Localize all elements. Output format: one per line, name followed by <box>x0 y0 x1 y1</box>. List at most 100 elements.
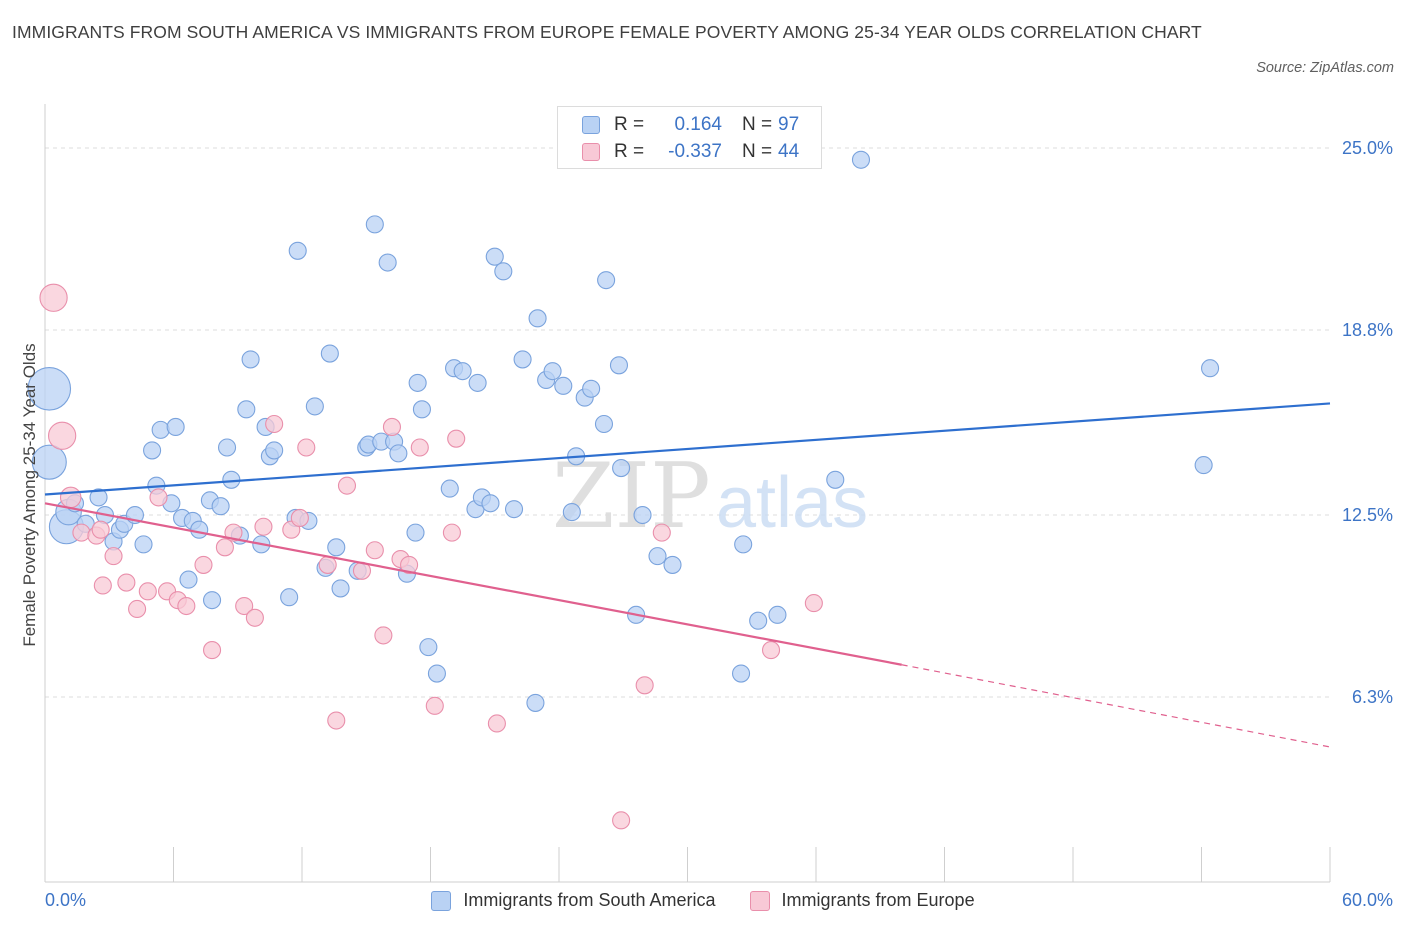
data-point <box>526 693 545 712</box>
data-point <box>804 594 823 613</box>
data-point <box>280 588 299 607</box>
data-point <box>609 356 629 375</box>
legend-n-value: 44 <box>778 141 800 162</box>
data-point <box>543 362 562 381</box>
data-point <box>89 488 108 507</box>
data-point <box>39 283 68 312</box>
data-point <box>447 429 466 448</box>
y-axis-label: Female Poverty Among 25-34 Year Olds <box>20 343 39 647</box>
data-point <box>47 421 77 450</box>
data-point <box>427 664 446 683</box>
x-tick-label-min: 0.0% <box>45 890 87 910</box>
data-point <box>597 271 616 290</box>
data-point <box>194 555 213 574</box>
data-point <box>265 441 284 460</box>
legend-n-label: N = <box>742 141 773 162</box>
data-point <box>241 350 260 369</box>
data-point <box>582 379 601 398</box>
data-point <box>245 608 264 627</box>
data-point <box>425 696 444 715</box>
legend-r-value: 0.164 <box>674 114 722 135</box>
legend-item-europe: Immigrants from Europe <box>749 890 975 911</box>
data-point <box>412 400 431 419</box>
legend-swatch-blue <box>431 890 452 911</box>
data-point <box>485 247 504 266</box>
legend-label-europe: Immigrants from Europe <box>781 890 975 910</box>
data-point <box>104 547 123 566</box>
data-point <box>504 500 524 519</box>
data-point <box>528 309 547 328</box>
data-point <box>290 508 309 528</box>
data-point <box>59 486 82 509</box>
data-point <box>265 414 284 434</box>
data-point <box>1194 456 1213 475</box>
data-point <box>562 503 581 522</box>
legend-r-value: -0.337 <box>668 141 722 162</box>
data-point <box>612 458 631 478</box>
data-point <box>305 397 324 416</box>
data-point <box>151 420 170 439</box>
data-point <box>177 596 196 616</box>
axes <box>44 104 1331 883</box>
data-point <box>594 414 614 434</box>
data-point <box>217 438 237 457</box>
data-point <box>93 576 112 595</box>
data-point <box>337 476 357 495</box>
data-point <box>487 714 506 733</box>
trend-line-south-america <box>44 402 1331 496</box>
data-point <box>149 488 168 507</box>
data-point <box>554 376 573 395</box>
data-point <box>768 605 787 624</box>
data-point <box>203 641 222 660</box>
data-point <box>365 215 384 234</box>
data-point <box>179 570 198 589</box>
data-point <box>374 626 393 645</box>
data-point <box>442 523 461 542</box>
data-point <box>749 611 768 630</box>
data-point <box>320 344 339 363</box>
series-europe <box>39 283 823 830</box>
data-point <box>138 582 157 601</box>
data-point <box>731 664 751 683</box>
data-point <box>761 641 781 660</box>
data-point <box>1201 359 1220 378</box>
data-point <box>635 676 654 695</box>
data-point <box>117 573 136 592</box>
legend-item-south-america: Immigrants from South America <box>431 890 716 911</box>
data-point <box>382 417 402 436</box>
data-point <box>128 599 147 619</box>
legend-r-label: R = <box>614 114 645 135</box>
data-point <box>663 555 682 574</box>
series-south-america <box>27 150 1220 712</box>
data-point <box>327 538 346 557</box>
data-point <box>31 444 67 480</box>
data-point <box>215 538 234 557</box>
data-point <box>378 253 397 272</box>
data-point <box>494 262 513 281</box>
y-tick-label: 25.0% <box>1342 138 1393 158</box>
data-point <box>331 579 350 598</box>
data-point <box>72 523 91 542</box>
data-point <box>851 150 871 169</box>
data-point <box>612 811 631 830</box>
y-tick-label: 6.3% <box>1352 687 1393 707</box>
trend-line-europe <box>44 502 902 666</box>
data-point <box>365 541 384 560</box>
data-point <box>143 441 162 460</box>
chart-title: IMMIGRANTS FROM SOUTH AMERICA VS IMMIGRA… <box>12 22 1202 42</box>
data-point <box>481 494 500 513</box>
legend-row-south-america: R = 0.164 N = 97 <box>582 113 799 137</box>
data-point <box>408 373 427 392</box>
data-point <box>419 638 438 657</box>
y-tick-label: 12.5% <box>1342 505 1393 525</box>
source-label: Source: ZipAtlas.com <box>1256 60 1394 76</box>
data-point <box>297 438 316 457</box>
data-point <box>440 479 459 498</box>
data-point <box>237 400 256 419</box>
data-point <box>190 520 209 539</box>
gridlines <box>45 147 1330 698</box>
legend-swatch-blue <box>582 116 600 134</box>
legend-n-label: N = <box>742 114 773 135</box>
watermark-atlas: atlas <box>716 463 868 543</box>
